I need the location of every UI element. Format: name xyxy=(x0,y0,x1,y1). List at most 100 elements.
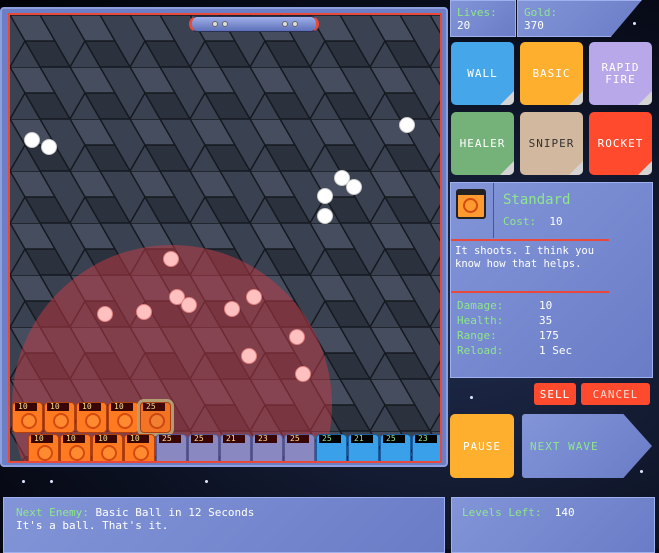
enemy-ball xyxy=(295,366,311,382)
tower-health: 21 xyxy=(351,435,373,443)
blue-tower[interactable]: 21 xyxy=(348,434,379,461)
tower-button-label: WALL xyxy=(467,66,498,80)
lives-value: 20 xyxy=(457,19,471,32)
blue-tower[interactable]: 25 xyxy=(380,434,411,461)
cost-label: Cost: xyxy=(503,215,537,228)
sell-button[interactable]: SELL xyxy=(534,383,576,405)
tower-button-rapid-fire[interactable]: RAPID FIRE xyxy=(589,42,652,105)
orange-tower[interactable]: 10 xyxy=(60,434,91,461)
star xyxy=(50,480,53,483)
enemy-ball xyxy=(346,179,362,195)
play-field[interactable]: 10 10 10 10 25 10 10 10 10 25 25 21 23 25 25 21 25 23 xyxy=(8,13,442,463)
cannon-icon xyxy=(117,413,133,429)
standard-tower-icon xyxy=(456,189,486,219)
tower-button-label: RAPID FIRE xyxy=(601,60,640,86)
tower-health: 25 xyxy=(287,435,309,443)
enemy-ball xyxy=(136,304,152,320)
enemy-ball xyxy=(246,289,262,305)
purple-tower[interactable]: 25 xyxy=(156,434,187,461)
stat-value: 175 xyxy=(539,329,559,342)
tower-health: 10 xyxy=(95,435,117,443)
blue-tower[interactable]: 25 xyxy=(316,434,347,461)
cannon-icon xyxy=(133,445,149,461)
tower-button-label: ROCKET xyxy=(597,136,644,150)
tower-health: 10 xyxy=(111,403,133,411)
cancel-button[interactable]: CANCEL xyxy=(581,383,650,405)
tower-health: 10 xyxy=(31,435,53,443)
tower-health: 25 xyxy=(383,435,405,443)
blue-tower[interactable]: 23 xyxy=(412,434,440,461)
tower-health: 10 xyxy=(63,435,85,443)
tower-button-sniper[interactable]: SNIPER xyxy=(520,112,583,175)
enemy-ball xyxy=(97,306,113,322)
game-board: 10 10 10 10 25 10 10 10 10 25 25 21 23 25 25 21 25 23 xyxy=(0,7,448,467)
orange-tower[interactable]: 10 xyxy=(92,434,123,461)
tower-description: It shoots. I think you know how that hel… xyxy=(455,245,595,270)
star xyxy=(633,22,636,25)
pause-button[interactable]: PAUSE xyxy=(450,414,514,478)
tower-button-label: HEALER xyxy=(459,136,506,150)
cannon-icon xyxy=(37,445,53,461)
enemy-ball xyxy=(399,117,415,133)
stat-value: 10 xyxy=(539,299,553,312)
enemy-ball xyxy=(181,297,197,313)
star xyxy=(205,480,208,483)
cannon-icon xyxy=(53,413,69,429)
tower-health: 10 xyxy=(47,403,69,411)
orange-tower[interactable]: 10 xyxy=(124,434,155,461)
tower-button-wall[interactable]: WALL xyxy=(451,42,514,105)
tower-button-label: SNIPER xyxy=(528,136,575,150)
placement-preview[interactable]: 25 xyxy=(137,399,174,436)
tower-button-rocket[interactable]: ROCKET xyxy=(589,112,652,175)
cannon-icon xyxy=(69,445,85,461)
levels-left-value: 140 xyxy=(554,506,575,519)
tower-button-healer[interactable]: HEALER xyxy=(451,112,514,175)
enemy-ball xyxy=(317,208,333,224)
purple-tower[interactable]: 25 xyxy=(284,434,315,461)
stat-row: Reload: 1 Sec xyxy=(457,343,572,358)
gold-value: 370 xyxy=(524,19,544,32)
cannon-icon xyxy=(101,445,117,461)
tower-health: 21 xyxy=(223,435,245,443)
cannon-icon xyxy=(149,413,165,429)
enemy-ball xyxy=(241,348,257,364)
orange-tower[interactable]: 10 xyxy=(76,402,107,433)
enemy-ball xyxy=(317,188,333,204)
enemy-ball xyxy=(334,170,350,186)
enemy-ball xyxy=(289,329,305,345)
cannon-icon xyxy=(85,413,101,429)
stat-label: Health: xyxy=(457,314,504,327)
stat-row: Health: 35 xyxy=(457,313,572,328)
stat-label: Damage: xyxy=(457,299,504,312)
next-wave-button[interactable]: NEXT WAVE xyxy=(522,414,652,478)
cannon-icon xyxy=(21,413,37,429)
purple-tower[interactable]: 21 xyxy=(220,434,251,461)
orange-tower[interactable]: 10 xyxy=(44,402,75,433)
enemy-description: It's a ball. That's it. xyxy=(16,519,169,532)
stat-label: Range: xyxy=(457,329,497,342)
purple-tower[interactable]: 25 xyxy=(188,434,219,461)
tower-health: 25 xyxy=(319,435,341,443)
orange-tower[interactable]: 10 xyxy=(28,434,59,461)
purple-tower[interactable]: 23 xyxy=(252,434,283,461)
tower-info-panel: Standard Cost: 10 It shoots. I think you… xyxy=(450,182,653,378)
tile-floor xyxy=(10,15,440,461)
orange-tower[interactable]: 10 xyxy=(12,402,43,433)
tower-health: 25 xyxy=(191,435,213,443)
tower-health: 10 xyxy=(15,403,37,411)
enemy-ball xyxy=(224,301,240,317)
star xyxy=(22,480,25,483)
star xyxy=(470,396,473,399)
cost-value: 10 xyxy=(549,215,563,228)
orange-tower[interactable]: 10 xyxy=(108,402,139,433)
stat-label: Reload: xyxy=(457,344,504,357)
gold-label: Gold: xyxy=(524,6,558,19)
tower-button-basic[interactable]: BASIC xyxy=(520,42,583,105)
tower-health: 23 xyxy=(415,435,437,443)
stat-row: Range: 175 xyxy=(457,328,572,343)
tower-health: 25 xyxy=(159,435,181,443)
next-enemy-value: Basic Ball in 12 Seconds xyxy=(95,506,255,519)
star xyxy=(640,470,643,473)
lives-panel: Lives: 20 xyxy=(450,0,516,37)
stat-value: 35 xyxy=(539,314,553,327)
